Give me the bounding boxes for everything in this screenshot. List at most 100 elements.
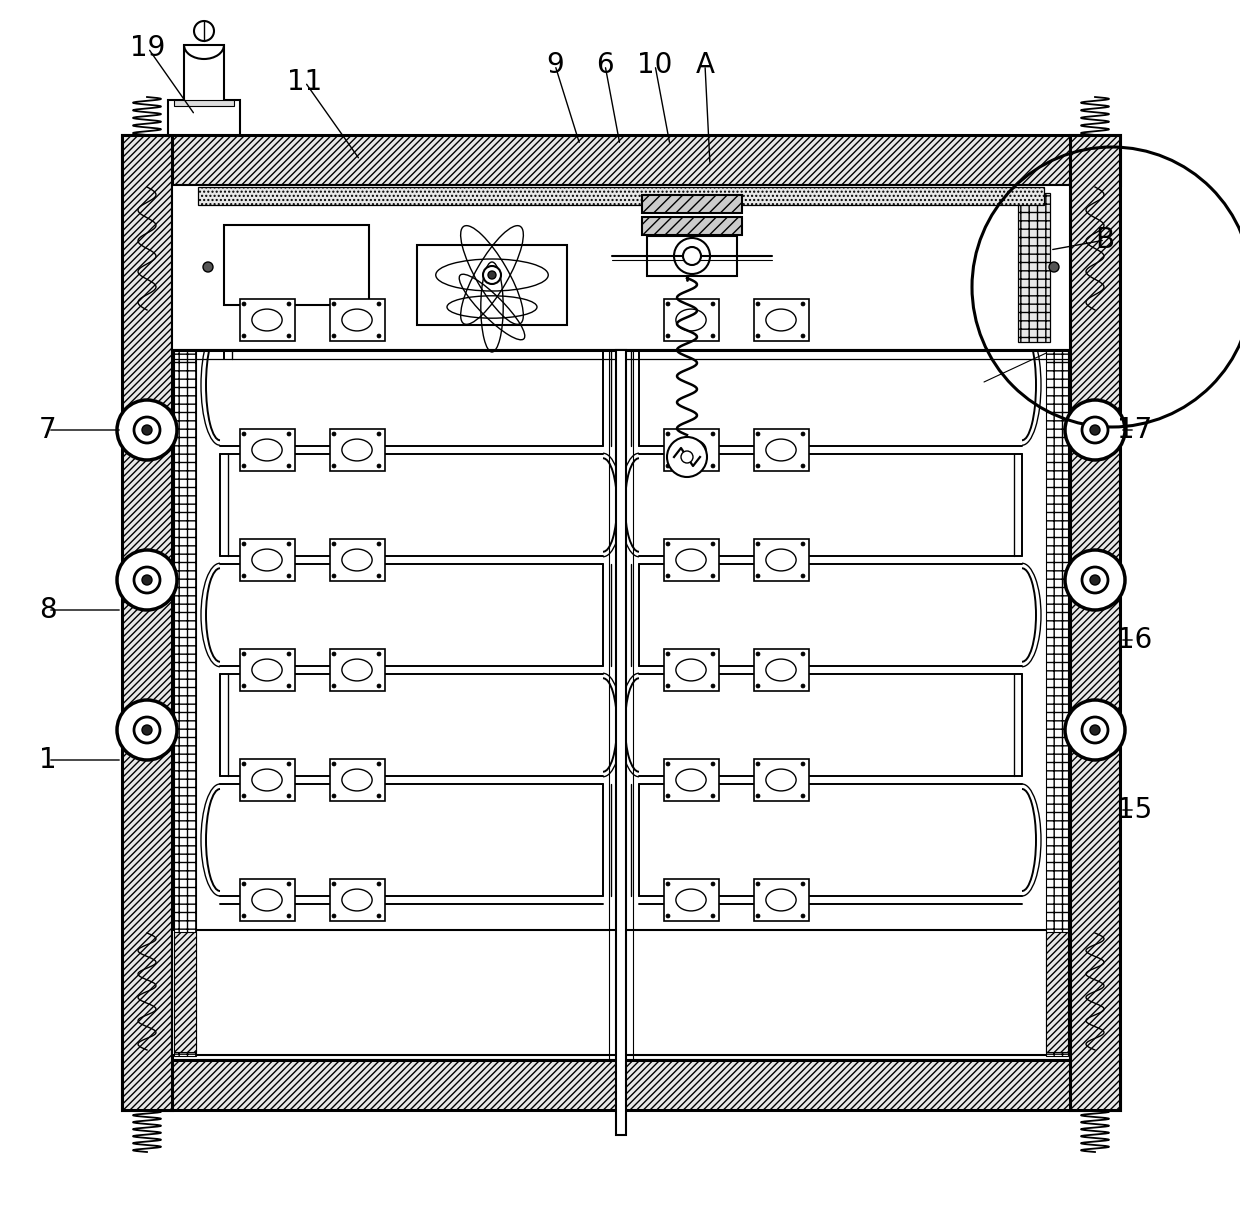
Circle shape (143, 725, 153, 734)
Circle shape (134, 567, 160, 593)
Circle shape (801, 882, 805, 886)
Circle shape (1049, 262, 1059, 271)
Circle shape (711, 302, 715, 305)
Bar (184, 45, 224, 103)
Bar (663, 879, 719, 921)
Circle shape (242, 302, 246, 305)
Circle shape (242, 684, 246, 688)
Circle shape (203, 262, 213, 271)
Circle shape (1083, 718, 1109, 743)
Circle shape (666, 652, 670, 656)
Circle shape (332, 684, 336, 688)
Bar (241, 429, 295, 471)
Circle shape (801, 302, 805, 305)
Circle shape (377, 464, 381, 468)
Circle shape (756, 302, 760, 305)
Circle shape (242, 574, 246, 578)
Circle shape (242, 794, 246, 797)
Text: 9: 9 (546, 51, 564, 79)
Text: 17: 17 (1117, 416, 1153, 444)
Circle shape (675, 238, 711, 274)
Circle shape (711, 431, 715, 436)
Circle shape (1090, 574, 1100, 585)
Circle shape (377, 302, 381, 305)
Bar (642, 195, 742, 213)
Bar (1018, 193, 1050, 342)
Circle shape (332, 542, 336, 545)
Bar (224, 225, 370, 305)
Circle shape (193, 21, 215, 41)
Circle shape (377, 794, 381, 797)
Circle shape (711, 574, 715, 578)
Circle shape (801, 762, 805, 766)
Text: 11: 11 (288, 68, 322, 96)
Circle shape (377, 914, 381, 917)
Circle shape (332, 914, 336, 917)
Circle shape (666, 882, 670, 886)
Circle shape (117, 701, 177, 760)
Circle shape (711, 652, 715, 656)
Circle shape (711, 794, 715, 797)
Circle shape (801, 684, 805, 688)
Text: 16: 16 (1117, 627, 1153, 654)
Circle shape (332, 762, 336, 766)
Circle shape (286, 652, 291, 656)
Bar (241, 759, 295, 801)
Bar (1047, 189, 1068, 319)
Circle shape (332, 882, 336, 886)
Circle shape (332, 335, 336, 338)
Circle shape (801, 464, 805, 468)
Bar (754, 429, 808, 471)
Circle shape (377, 882, 381, 886)
Circle shape (801, 335, 805, 338)
Bar (642, 217, 742, 235)
Circle shape (286, 794, 291, 797)
Circle shape (756, 464, 760, 468)
Bar (198, 187, 1044, 205)
Circle shape (1083, 417, 1109, 444)
Circle shape (332, 794, 336, 797)
Circle shape (666, 431, 670, 436)
Circle shape (242, 652, 246, 656)
Text: 10: 10 (637, 51, 672, 79)
Bar (1047, 325, 1068, 1056)
Bar (330, 879, 384, 921)
Bar (122, 135, 172, 1110)
Circle shape (756, 574, 760, 578)
Circle shape (756, 431, 760, 436)
Circle shape (286, 684, 291, 688)
Circle shape (332, 302, 336, 305)
Circle shape (332, 464, 336, 468)
Text: 7: 7 (40, 416, 57, 444)
Circle shape (666, 335, 670, 338)
Circle shape (711, 914, 715, 917)
Bar (172, 930, 1070, 1054)
Circle shape (756, 762, 760, 766)
Circle shape (484, 265, 501, 284)
Circle shape (286, 882, 291, 886)
Bar (663, 429, 719, 471)
Circle shape (681, 451, 693, 463)
Circle shape (756, 542, 760, 545)
Bar (172, 185, 1070, 1060)
Circle shape (286, 302, 291, 305)
Circle shape (286, 431, 291, 436)
Circle shape (756, 684, 760, 688)
Circle shape (134, 417, 160, 444)
Bar (647, 236, 737, 276)
Circle shape (756, 335, 760, 338)
Text: B: B (1095, 225, 1115, 255)
Circle shape (242, 464, 246, 468)
Circle shape (801, 431, 805, 436)
Circle shape (286, 464, 291, 468)
Bar (1047, 932, 1068, 1052)
Bar (241, 879, 295, 921)
Circle shape (666, 464, 670, 468)
Circle shape (1065, 400, 1125, 461)
Bar (122, 1060, 1120, 1110)
Circle shape (801, 652, 805, 656)
Circle shape (666, 794, 670, 797)
Circle shape (332, 431, 336, 436)
Bar (754, 648, 808, 691)
Circle shape (666, 684, 670, 688)
